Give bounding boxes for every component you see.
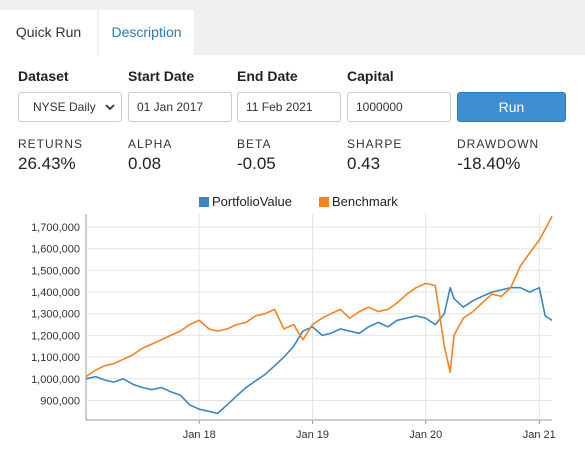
metric-sharpe-value: 0.43 [347, 154, 381, 173]
x-tick-label: Jan 18 [183, 429, 216, 441]
chart-legend: PortfolioValue Benchmark [0, 194, 585, 212]
chart-series [85, 215, 553, 415]
metric-alpha-label: ALPHA [128, 137, 173, 151]
tab-description[interactable]: Description [99, 10, 194, 55]
y-axis: 900,000 1,000,000 1,100,000 1,200,000 1,300,… [31, 222, 80, 407]
y-tick-label: 1,400,000 [31, 287, 80, 299]
chevron-down-icon [105, 104, 115, 111]
run-button[interactable]: Run [457, 92, 566, 122]
legend-swatch-benchmark [319, 197, 329, 207]
legend-item-portfolio[interactable]: PortfolioValue [212, 194, 292, 209]
dataset-label: Dataset [18, 68, 69, 84]
start-date-input[interactable]: 01 Jan 2017 [128, 92, 232, 122]
y-tick-label: 1,000,000 [31, 374, 80, 386]
start-date-label: Start Date [128, 68, 195, 84]
x-axis: Jan 18 Jan 19 Jan 20 Jan 21 [183, 420, 556, 441]
y-tick-label: 1,200,000 [31, 330, 80, 342]
dataset-select-value: NYSE Daily [33, 100, 96, 114]
benchmark-line [85, 215, 553, 378]
legend-swatch-portfolio [199, 197, 209, 207]
capital-input[interactable]: 1000000 [347, 92, 451, 122]
y-tick-label: 1,600,000 [31, 244, 80, 256]
end-date-input[interactable]: 11 Feb 2021 [237, 92, 341, 122]
metric-returns-value: 26.43% [18, 154, 76, 173]
chart-grid [85, 214, 552, 421]
y-tick-label: 900,000 [40, 395, 80, 407]
metric-returns-label: RETURNS [18, 137, 84, 151]
line-chart: 900,000 1,000,000 1,100,000 1,200,000 1,300,… [31, 214, 556, 441]
metric-sharpe-label: SHARPE [347, 137, 403, 151]
tab-bar: Quick Run Description [0, 0, 585, 55]
y-tick-label: 1,100,000 [31, 352, 80, 364]
y-tick-label: 1,300,000 [31, 309, 80, 321]
y-tick-label: 1,500,000 [31, 265, 80, 277]
metric-drawdown-label: DRAWDOWN [457, 137, 540, 151]
portfolio-value-line [85, 286, 553, 415]
end-date-label: End Date [237, 68, 298, 84]
capital-label: Capital [347, 68, 394, 84]
x-tick-label: Jan 19 [296, 429, 329, 441]
y-tick-label: 1,700,000 [31, 222, 80, 234]
x-tick-label: Jan 20 [409, 429, 442, 441]
metric-beta-label: BETA [237, 137, 272, 151]
metric-alpha-value: 0.08 [128, 154, 162, 173]
legend-item-benchmark[interactable]: Benchmark [332, 194, 398, 209]
x-tick-label: Jan 21 [523, 429, 556, 441]
dataset-select[interactable]: NYSE Daily [18, 92, 122, 122]
tab-quick-run[interactable]: Quick Run [0, 10, 97, 55]
metric-beta-value: -0.05 [237, 154, 276, 173]
metric-drawdown-value: -18.40% [457, 154, 521, 173]
